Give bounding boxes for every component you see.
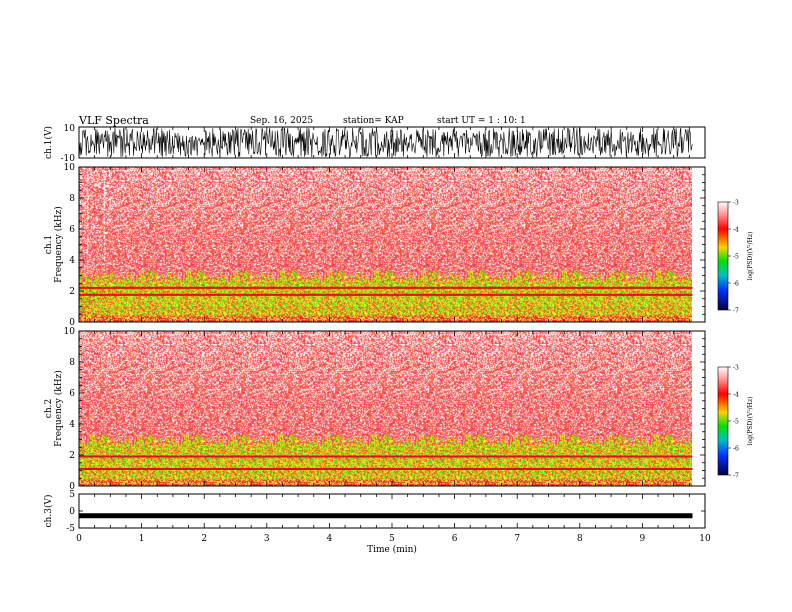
spectrogram-ch1-colorbar-tick-label: -4 [733,227,739,234]
waveform-ch3-ytick-label: 0 [69,507,75,517]
spectrogram-ch2-colorbar-tick-label: -3 [733,365,739,372]
spectrogram-ch2-ytick-label: 8 [69,358,75,368]
spectrogram-ch1-ytick-label: 8 [69,194,75,204]
spectrogram-ch1-colorbar-label: log(PSD)(V²/Hz) [747,232,754,281]
x-tick-label: 0 [76,534,82,544]
x-tick-label: 4 [327,534,333,544]
spectrogram-ch1-colorbar-tick-label: -7 [733,308,739,315]
spectrogram-ch1-ytick-label: 2 [69,287,75,297]
spectrogram-ch1-channel-label: ch.1 [44,235,54,254]
waveform-ch1-ylabel: ch.1(V) [43,126,54,159]
spectrogram-ch1-ytick-label: 10 [64,163,76,173]
x-tick-label: 3 [264,534,270,544]
waveform-ch1-ytick-label: -10 [61,154,76,164]
spectrogram-ch2-colorbar [717,366,729,476]
spectrogram-ch2-colorbar-label: log(PSD)(V²/Hz) [747,397,754,446]
x-axis-label: Time (min) [367,544,417,555]
x-tick-label: 1 [139,534,145,544]
spectrogram-ch1-colorbar [717,201,729,311]
waveform-ch3-ylabel: ch.3(V) [43,495,54,528]
figure-title: VLF Spectra [79,114,149,127]
spectrogram-ch2-ytick-label: 10 [64,327,76,337]
spectrogram-ch1-image [79,167,692,322]
spectrogram-ch2-ytick-label: 6 [69,389,75,399]
spectrogram-ch2-colorbar-tick-label: -4 [733,392,739,399]
spectrogram-ch2-image [79,331,692,486]
start-time-label: start UT = 1 : 10: 1 [437,116,526,126]
spectrogram-ch1-ytick-label: 6 [69,225,75,235]
spectrogram-ch1-colorbar-tick-label: -3 [733,200,739,207]
x-tick-label: 10 [699,534,711,544]
spectrogram-ch2-colorbar-tick-label: -5 [733,419,739,426]
x-tick-label: 2 [201,534,207,544]
waveform-ch3-ytick-label: -5 [66,524,75,534]
station-label: station= KAP [343,116,404,126]
waveform-ch3-ytick-label: 5 [69,490,75,500]
waveform-ch1-trace [78,126,693,159]
spectrogram-ch2-colorbar-tick-label: -7 [733,473,739,480]
spectrogram-ch2-ylabel: Frequency (kHz) [53,370,64,447]
x-tick-label: 8 [577,534,583,544]
x-tick-label: 6 [452,534,458,544]
spectrogram-ch1-colorbar-tick-label: -5 [733,254,739,261]
x-tick-label: 5 [389,534,395,544]
waveform-ch1-ytick-label: 10 [64,124,76,134]
spectrogram-ch2-channel-label: ch.2 [44,399,54,418]
x-tick-label: 7 [514,534,520,544]
spectrogram-ch2-ytick-label: 4 [69,420,75,430]
spectrogram-ch2-colorbar-tick-label: -6 [733,446,739,453]
spectrogram-ch1-ytick-label: 0 [69,318,75,328]
spectrogram-ch1-ylabel: Frequency (kHz) [53,206,64,283]
spectrogram-ch2-ytick-label: 0 [69,482,75,492]
spectrogram-ch1-colorbar-tick-label: -6 [733,281,739,288]
spectrogram-ch2-ytick-label: 2 [69,451,75,461]
spectrogram-ch1-ytick-label: 4 [69,256,75,266]
waveform-ch3-trace [79,513,693,519]
x-tick-label: 9 [640,534,646,544]
waveform-ch3-frame [78,493,706,529]
date-label: Sep. 16, 2025 [250,116,314,126]
